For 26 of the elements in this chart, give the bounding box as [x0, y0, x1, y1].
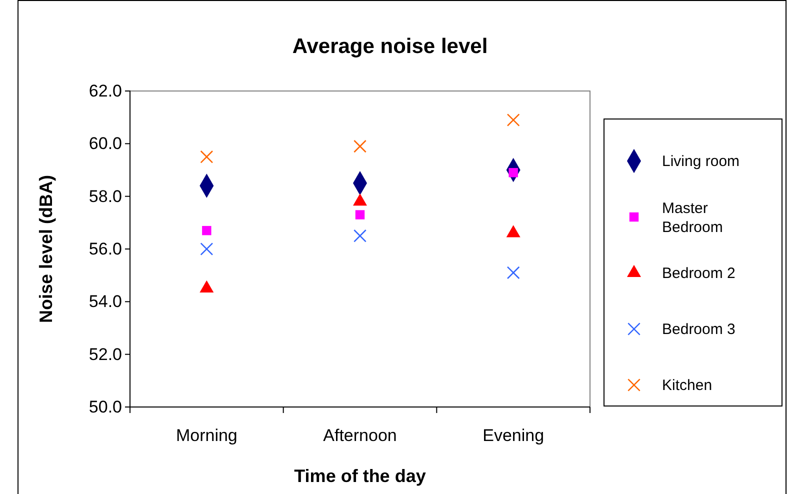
y-tick-label: 62.0 [88, 81, 122, 100]
point [200, 150, 214, 164]
y-tick-label: 56.0 [88, 239, 122, 258]
y-tick-label: 50.0 [88, 397, 122, 416]
x-axis-title: Time of the day [294, 466, 426, 486]
y-axis-title: Noise level (dBA) [36, 174, 56, 324]
x-tick-label: Morning [176, 426, 238, 446]
legend-label: Living room [662, 153, 740, 170]
y-tick-label: 54.0 [88, 292, 122, 312]
point [355, 210, 365, 220]
point [354, 140, 366, 153]
chart-title: Average noise level [292, 35, 488, 58]
y-tick-label: 58.0 [88, 186, 122, 206]
point [200, 242, 214, 256]
legend-label: Bedroom 2 [662, 265, 736, 282]
point [506, 114, 520, 126]
legend-label: Bedroom 3 [662, 321, 736, 338]
point [202, 226, 212, 236]
point [506, 266, 520, 280]
y-tick-label: 52.0 [88, 344, 122, 364]
x-tick-label: Evening [482, 426, 544, 446]
legend-label: Master Bedroom [662, 200, 723, 236]
y-tick-label: 60.0 [88, 134, 122, 154]
x-tick-label: Afternoon [323, 426, 397, 446]
point [354, 229, 366, 242]
legend-label: Kitchen [662, 377, 712, 394]
